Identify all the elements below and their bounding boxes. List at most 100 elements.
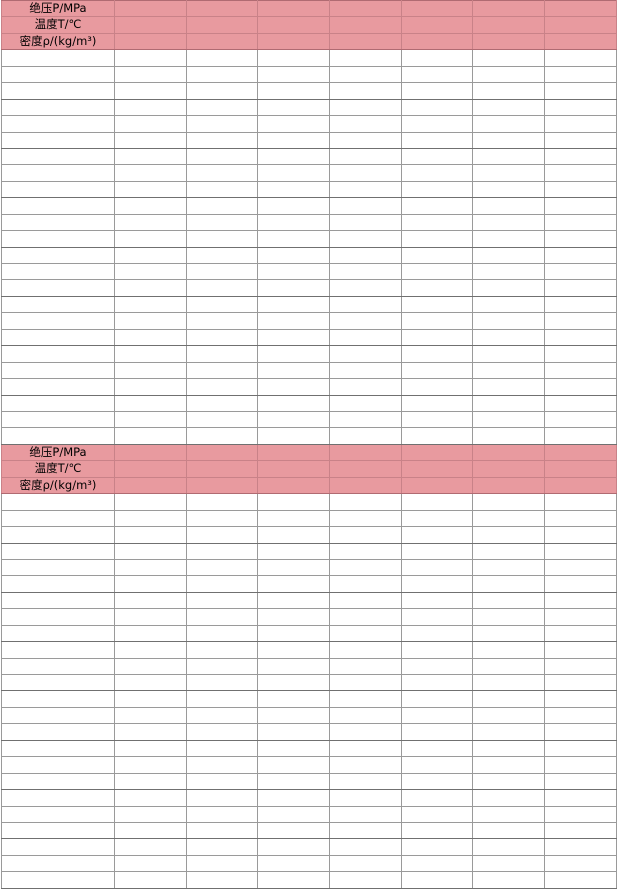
table.blocks.0.groups.4.expandable.4: [400, 279, 474, 297]
table.blocks.1.groups.5.qmin.1: [185, 739, 259, 758]
table.blocks.0.groups.6.qmax.1: [185, 361, 259, 380]
table.blocks.0.groups.0.qmax.5: [472, 65, 546, 84]
table.blocks.1.groups.1.qmin.4: [400, 542, 474, 560]
table.blocks.1.groups.4.qmin.6: [544, 690, 617, 708]
data-row-dn50-expandable: [1, 180, 617, 199]
header-row-temperature: 温度T/℃: [1, 16, 617, 34]
table.blocks.0.groups.4.qmin.6: [544, 246, 617, 265]
table.blocks.0.groups.1.expandable.6: [544, 131, 617, 149]
table.blocks.0.groups.6.qmin.1: [185, 345, 259, 363]
table.blocks.0.groups.7.qmax.2: [257, 410, 331, 429]
table.blocks.0.groups.6.qmin.0: [114, 345, 187, 363]
table.blocks.0.groups.7.expandable.5: [472, 427, 546, 445]
table.dn_qmin_labels.DN65: [1, 197, 115, 215]
table.blocks.0.groups.0.expandable.3: [329, 82, 402, 100]
table.blocks.1.groups.2.qmin.2: [257, 591, 331, 610]
table.blocks.1.groups.3.qmax.3: [329, 657, 402, 676]
table.blocks.0.groups.2.qmin.3: [329, 147, 402, 166]
table.blocks.0.groups.6.qmin.6: [544, 345, 617, 363]
table.blocks.0.groups.7.qmin.3: [329, 394, 402, 412]
table.blocks.0.groups.0.qmax.0: [114, 65, 187, 84]
data-row-dn150-qmin: [1, 789, 617, 807]
data-row-dn25-qmin: [1, 49, 617, 67]
table.blocks.1.header.density.4: [400, 476, 474, 495]
table.blocks.0.groups.5.qmax.3: [329, 312, 402, 330]
table.blocks.1.groups.2.qmin.3: [329, 591, 402, 610]
table.blocks.1.groups.7.qmin.4: [400, 838, 474, 856]
row-label-density: 密度ρ/(kg/m³): [1, 32, 115, 51]
table.blocks.0.groups.1.qmin.1: [185, 98, 259, 117]
table.dn_qmin_labels.DN32: [1, 542, 115, 560]
table.blocks.1.header.pressure.3: [329, 443, 402, 462]
table.blocks.1.groups.1.qmax.2: [257, 558, 331, 577]
table.blocks.1.groups.5.expandable.0: [114, 772, 187, 791]
table.blocks.0.groups.3.expandable.2: [257, 230, 331, 248]
table.blocks.1.groups.3.expandable.1: [185, 674, 259, 692]
table.blocks.1.groups.7.qmin.3: [329, 838, 402, 856]
table.blocks.0.groups.5.expandable.0: [114, 328, 187, 347]
table.blocks.0.groups.1.qmin.4: [400, 98, 474, 117]
table.blocks.1.groups.3.expandable.2: [257, 674, 331, 692]
table.blocks.1.groups.2.expandable.3: [329, 624, 402, 643]
row-label-pressure: 绝压P/MPa: [1, 0, 115, 18]
table.blocks.0.groups.4.expandable.1: [185, 279, 259, 297]
data-row-dn65-expandable: [1, 674, 617, 692]
table.blocks.1.groups.2.expandable.1: [185, 624, 259, 643]
table.blocks.1.groups.5.qmin.2: [257, 739, 331, 758]
table.blocks.0.header.temperature.4: [400, 16, 474, 34]
table.blocks.1.groups.5.qmax.1: [185, 756, 259, 774]
table.blocks.1.header.temperature.4: [400, 460, 474, 478]
table.row_labels.qmax: [1, 854, 115, 873]
table.blocks.1.groups.1.qmax.6: [544, 558, 617, 577]
table.blocks.0.groups.7.qmin.5: [472, 394, 546, 412]
data-row-dn65-expandable: [1, 230, 617, 248]
table.blocks.0.header.pressure.4: [400, 0, 474, 18]
data-row-dn80-qmin: [1, 690, 617, 708]
table.blocks.1.groups.1.qmax.3: [329, 558, 402, 577]
table.row_labels.expandable: [1, 526, 115, 544]
table.blocks.1.groups.6.expandable.2: [257, 821, 331, 840]
data-row-dn100-qmax: [1, 756, 617, 774]
table.row_labels.expandable: [1, 180, 115, 199]
table.blocks.0.groups.2.qmin.4: [400, 147, 474, 166]
table.blocks.1.groups.0.qmax.6: [544, 509, 617, 528]
data-row-dn100-qmax: [1, 312, 617, 330]
data-row-dn80-expandable: [1, 279, 617, 297]
table.blocks.0.groups.1.qmin.6: [544, 98, 617, 117]
table.blocks.0.groups.3.qmax.6: [544, 213, 617, 232]
table.blocks.1.groups.6.qmax.0: [114, 805, 187, 823]
table.blocks.1.groups.1.expandable.6: [544, 575, 617, 593]
table.blocks.0.groups.0.expandable.2: [257, 82, 331, 100]
data-row-dn32-qmax: [1, 558, 617, 577]
table.blocks.0.groups.3.expandable.3: [329, 230, 402, 248]
table.blocks.0.groups.7.qmin.0: [114, 394, 187, 412]
table.blocks.1.groups.2.qmax.2: [257, 608, 331, 626]
table.row_labels.qmax: [1, 558, 115, 577]
table.blocks.0.groups.2.qmin.5: [472, 147, 546, 166]
table.blocks.1.groups.7.qmin.0: [114, 838, 187, 856]
table.blocks.0.groups.2.qmax.6: [544, 164, 617, 182]
table.blocks.0.groups.5.expandable.2: [257, 328, 331, 347]
table.row_labels.qmax: [1, 115, 115, 133]
table.blocks.0.header.pressure.0: [114, 0, 187, 18]
table.blocks.0.groups.0.qmax.3: [329, 65, 402, 84]
table.blocks.0.groups.6.qmax.6: [544, 361, 617, 380]
table.blocks.0.groups.3.qmin.4: [400, 197, 474, 215]
table.blocks.1.groups.2.qmin.6: [544, 591, 617, 610]
table.blocks.1.groups.5.qmin.3: [329, 739, 402, 758]
table.blocks.1.groups.4.qmax.6: [544, 706, 617, 725]
table.blocks.1.groups.4.qmin.4: [400, 690, 474, 708]
table.blocks.1.groups.4.expandable.6: [544, 723, 617, 741]
table.blocks.0.header.temperature.3: [329, 16, 402, 34]
table.blocks.0.groups.3.qmin.6: [544, 197, 617, 215]
table.blocks.0.groups.1.expandable.3: [329, 131, 402, 149]
table.blocks.0.groups.5.expandable.4: [400, 328, 474, 347]
table.blocks.0.groups.7.qmax.1: [185, 410, 259, 429]
table.blocks.1.groups.0.qmin.4: [400, 493, 474, 511]
table.dn_qmin_labels.DN80: [1, 246, 115, 265]
table.blocks.0.groups.6.qmax.0: [114, 361, 187, 380]
table.blocks.0.groups.6.qmax.3: [329, 361, 402, 380]
table.blocks.0.groups.1.expandable.5: [472, 131, 546, 149]
table.blocks.1.groups.5.qmin.6: [544, 739, 617, 758]
table.blocks.0.groups.5.qmax.0: [114, 312, 187, 330]
